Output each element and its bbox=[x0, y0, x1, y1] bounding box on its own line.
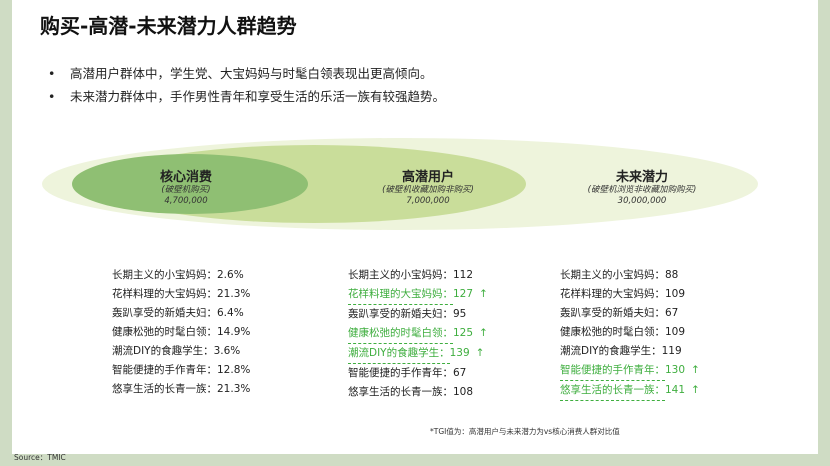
list-item: 健康松弛的时髦白领：125 ↑ bbox=[348, 324, 488, 344]
tgi-footnote: *TGI值为：高潜用户与未来潜力为vs核心消费人群对比值 bbox=[430, 427, 620, 436]
list-item-label: 智能便捷的手作青年： bbox=[560, 361, 665, 381]
list-item: 悠享生活的长青一族：141 ↑ bbox=[560, 381, 700, 401]
list-item-label: 轰趴享受的新婚夫妇： bbox=[112, 307, 217, 319]
list-item-label: 健康松弛的时髦白领： bbox=[560, 326, 665, 338]
list-item-label: 悠享生活的长青一族： bbox=[112, 383, 217, 395]
segment-title-potential: 高潜用户 bbox=[401, 170, 454, 185]
list-item: 花样料理的大宝妈妈：21.3% bbox=[112, 285, 250, 304]
list-item-label: 长期主义的小宝妈妈： bbox=[112, 269, 217, 281]
list-item-value: 125 bbox=[453, 327, 474, 339]
list-item-value: 130 bbox=[665, 364, 686, 376]
list-item-value: 12.8% bbox=[217, 364, 251, 376]
list-item: 花样料理的大宝妈妈：109 bbox=[560, 285, 700, 304]
list-item-value: 14.9% bbox=[217, 326, 251, 338]
list-item: 轰趴享受的新婚夫妇：67 bbox=[560, 304, 700, 323]
segment-title-future: 未来潜力 bbox=[615, 170, 668, 185]
core-list: 长期主义的小宝妈妈：2.6% 花样料理的大宝妈妈：21.3% 轰趴享受的新婚夫妇… bbox=[112, 266, 250, 399]
list-item-label: 轰趴享受的新婚夫妇： bbox=[560, 307, 665, 319]
list-item-value: 127 bbox=[453, 288, 474, 300]
list-item-value: 21.3% bbox=[217, 383, 251, 395]
list-item-value: 21.3% bbox=[217, 288, 251, 300]
list-item: 健康松弛的时髦白领：109 bbox=[560, 323, 700, 342]
segment-count-core: 4,700,000 bbox=[164, 196, 208, 206]
list-item: 智能便捷的手作青年：12.8% bbox=[112, 361, 250, 380]
up-arrow-icon: ↑ bbox=[479, 327, 488, 339]
list-item: 智能便捷的手作青年：67 bbox=[348, 364, 488, 383]
bullet-item: 高潜用户群体中，学生党、大宝妈妈与时髦白领表现出更高倾向。 bbox=[48, 62, 445, 85]
up-arrow-icon: ↑ bbox=[479, 288, 488, 300]
list-item-label: 长期主义的小宝妈妈： bbox=[560, 269, 665, 281]
list-item-value: 109 bbox=[665, 288, 686, 300]
list-item: 轰趴享受的新婚夫妇：95 bbox=[348, 305, 488, 324]
list-item: 悠享生活的长青一族：21.3% bbox=[112, 380, 250, 399]
list-item: 轰趴享受的新婚夫妇：6.4% bbox=[112, 304, 250, 323]
list-item-label: 长期主义的小宝妈妈： bbox=[348, 269, 453, 281]
segment-sub-potential: (破壁机收藏加购非购买) bbox=[382, 185, 474, 195]
list-item-value: 139 bbox=[449, 347, 470, 359]
list-item: 长期主义的小宝妈妈：2.6% bbox=[112, 266, 250, 285]
list-item-label: 健康松弛的时髦白领： bbox=[348, 324, 453, 344]
list-item-label: 潮流DIY的食趣学生： bbox=[560, 345, 662, 357]
list-item-value: 141 bbox=[665, 384, 686, 396]
list-item-value: 88 bbox=[665, 269, 679, 281]
bullet-list: 高潜用户群体中，学生党、大宝妈妈与时髦白领表现出更高倾向。 未来潜力群体中，手作… bbox=[48, 62, 445, 108]
segment-sub-core: (破壁机购买) bbox=[161, 185, 211, 195]
list-item-label: 轰趴享受的新婚夫妇： bbox=[348, 308, 453, 320]
list-item: 花样料理的大宝妈妈：127 ↑ bbox=[348, 285, 488, 305]
segment-title-core: 核心消费 bbox=[159, 170, 212, 185]
list-item: 长期主义的小宝妈妈：112 bbox=[348, 266, 488, 285]
list-item-label: 花样料理的大宝妈妈： bbox=[348, 285, 453, 305]
bullet-item: 未来潜力群体中，手作男性青年和享受生活的乐活一族有较强趋势。 bbox=[48, 85, 445, 108]
slide: 购买-高潜-未来潜力人群趋势 高潜用户群体中，学生党、大宝妈妈与时髦白领表现出更… bbox=[12, 0, 818, 454]
segment-sub-future: (破壁机浏览非收藏加购购买) bbox=[587, 185, 697, 195]
future-list: 长期主义的小宝妈妈：88 花样料理的大宝妈妈：109 轰趴享受的新婚夫妇：67 … bbox=[560, 266, 700, 401]
segment-count-future: 30,000,000 bbox=[617, 196, 667, 206]
list-item-label: 潮流DIY的食趣学生： bbox=[348, 344, 450, 364]
list-item-value: 108 bbox=[453, 386, 474, 398]
segment-count-potential: 7,000,000 bbox=[406, 196, 450, 206]
list-item: 潮流DIY的食趣学生：139 ↑ bbox=[348, 344, 488, 364]
list-item-label: 花样料理的大宝妈妈： bbox=[112, 288, 217, 300]
up-arrow-icon: ↑ bbox=[475, 347, 485, 359]
list-item-label: 健康松弛的时髦白领： bbox=[112, 326, 217, 338]
list-item-value: 67 bbox=[665, 307, 679, 319]
list-item-label: 悠享生活的长青一族： bbox=[560, 381, 665, 401]
list-item-value: 6.4% bbox=[217, 307, 244, 319]
list-item-value: 112 bbox=[453, 269, 474, 281]
list-item: 悠享生活的长青一族：108 bbox=[348, 383, 488, 402]
list-item-value: 2.6% bbox=[217, 269, 244, 281]
list-item-value: 67 bbox=[453, 367, 467, 379]
list-item-value: 3.6% bbox=[213, 345, 241, 357]
list-item-label: 花样料理的大宝妈妈： bbox=[560, 288, 665, 300]
potential-list: 长期主义的小宝妈妈：112 花样料理的大宝妈妈：127 ↑ 轰趴享受的新婚夫妇：9… bbox=[348, 266, 488, 402]
list-item-value: 95 bbox=[453, 308, 467, 320]
list-item-value: 119 bbox=[661, 345, 682, 357]
up-arrow-icon: ↑ bbox=[691, 364, 700, 376]
page-title: 购买-高潜-未来潜力人群趋势 bbox=[40, 14, 297, 38]
list-item-label: 悠享生活的长青一族： bbox=[348, 386, 453, 398]
list-item-label: 潮流DIY的食趣学生： bbox=[112, 345, 214, 357]
up-arrow-icon: ↑ bbox=[691, 384, 700, 396]
list-item: 智能便捷的手作青年：130 ↑ bbox=[560, 361, 700, 381]
list-item: 健康松弛的时髦白领：14.9% bbox=[112, 323, 250, 342]
source-note: Source：TMIC bbox=[14, 453, 66, 462]
list-item-label: 智能便捷的手作青年： bbox=[112, 364, 217, 376]
list-item-label: 智能便捷的手作青年： bbox=[348, 367, 453, 379]
core-consumer-ellipse bbox=[72, 154, 308, 214]
list-item: 潮流DIY的食趣学生：119 bbox=[560, 342, 700, 361]
list-item: 长期主义的小宝妈妈：88 bbox=[560, 266, 700, 285]
list-item-value: 109 bbox=[665, 326, 686, 338]
list-item: 潮流DIY的食趣学生：3.6% bbox=[112, 342, 250, 361]
segment-ellipses bbox=[42, 138, 758, 230]
